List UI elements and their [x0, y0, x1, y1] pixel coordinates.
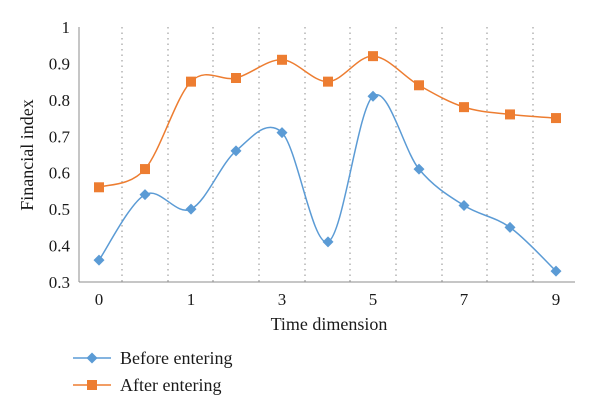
legend-label: Before entering	[120, 348, 232, 368]
legend-marker	[87, 380, 97, 390]
data-point	[231, 73, 241, 83]
data-point	[551, 113, 561, 124]
x-tick-label: 0	[95, 290, 104, 309]
series-after-entering	[94, 51, 561, 193]
x-tick-label: 1	[187, 290, 196, 309]
y-tick-label: 0.9	[49, 54, 70, 73]
gridlines	[121, 27, 534, 282]
data-point	[550, 265, 562, 277]
x-axis-title: Time dimension	[271, 314, 388, 334]
y-tick-label: 0.7	[49, 127, 71, 146]
data-point	[459, 102, 469, 113]
axes: 0.3 0.4 0.5 0.6 0.7 0.8 0.9 1 0 1 3 5 7 9	[49, 18, 575, 309]
data-point	[276, 127, 288, 139]
y-tick-label: 0.4	[49, 237, 71, 256]
data-point	[322, 236, 334, 248]
data-point	[505, 109, 515, 120]
y-axis-title: Financial index	[17, 99, 37, 210]
y-tick-label: 0.3	[49, 273, 70, 292]
y-tick-label: 0.5	[49, 200, 70, 219]
legend: Before entering After entering	[73, 348, 232, 395]
series-before-entering	[93, 90, 562, 277]
data-point	[185, 203, 197, 215]
data-point	[230, 145, 242, 157]
y-tick-label: 1	[62, 18, 71, 37]
legend-label: After entering	[120, 375, 221, 395]
x-tick-label: 5	[369, 290, 378, 309]
x-tick-label: 9	[552, 290, 561, 309]
legend-item: Before entering	[73, 348, 232, 368]
data-point	[504, 221, 516, 233]
data-point	[368, 51, 378, 62]
data-point	[458, 200, 470, 211]
data-point	[277, 54, 287, 65]
data-point	[323, 76, 333, 87]
data-point	[93, 254, 105, 266]
legend-marker	[86, 352, 98, 364]
data-point	[186, 76, 196, 87]
data-point	[94, 182, 104, 193]
data-point	[139, 189, 151, 201]
data-point	[367, 90, 379, 102]
y-tick-label: 0.6	[49, 164, 70, 183]
x-tick-label: 3	[278, 290, 287, 309]
data-point	[140, 164, 150, 175]
x-tick-label: 7	[460, 290, 469, 309]
y-tick-label: 0.8	[49, 91, 70, 110]
legend-item: After entering	[73, 375, 221, 395]
data-point	[413, 163, 425, 175]
data-point	[414, 80, 424, 91]
series-group	[93, 51, 562, 277]
